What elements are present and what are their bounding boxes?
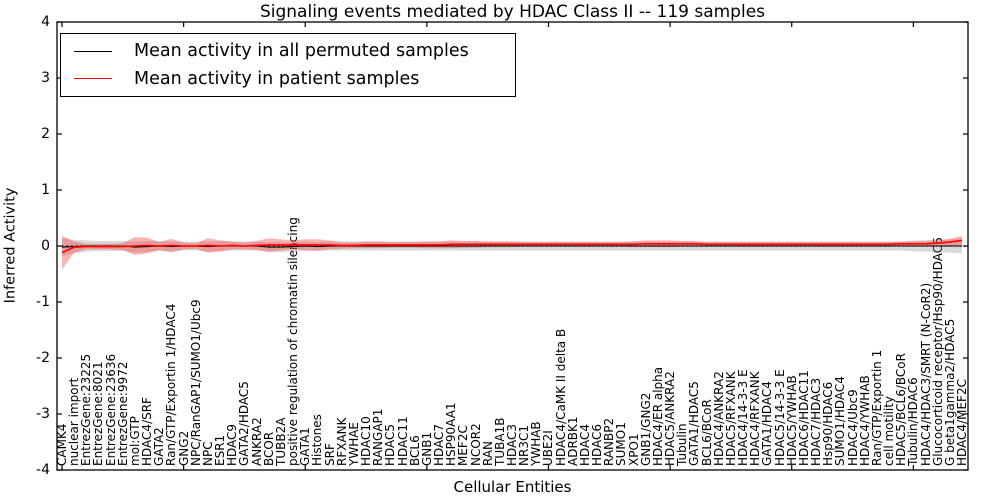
- x-category-label: BCOR: [261, 431, 276, 466]
- y-tick-label: -1: [36, 294, 50, 310]
- x-category-label: HDAC4/YWHAB: [857, 375, 872, 466]
- x-category-label: UBE2I: [541, 430, 556, 466]
- x-category-label: Tubulin/HDAC6: [906, 377, 921, 466]
- y-tick-label: 2: [41, 126, 50, 142]
- x-category-label: Histones: [310, 414, 325, 466]
- x-category-label: SRF: [322, 443, 337, 466]
- x-category-label: HDAC5/14-3-3 E: [772, 369, 787, 466]
- std-band: [62, 235, 962, 270]
- x-category-label: GNB1/GNG2: [638, 392, 653, 466]
- x-category-label: HDAC4/MEF2C: [955, 379, 969, 466]
- x-category-label: EntrezGene:8021: [91, 361, 106, 467]
- y-tick-label: -3: [36, 406, 50, 422]
- x-category-label: RAN: [480, 440, 495, 466]
- x-category-label: SUMO1/HDAC4: [833, 376, 848, 466]
- x-category-label: GATA1/HDAC5: [687, 381, 702, 466]
- std-band: [62, 238, 962, 257]
- x-category-label: GNG2: [176, 430, 191, 466]
- x-category-label: RFXANK: [334, 417, 349, 466]
- mean-line: [61, 245, 962, 248]
- x-category-label: BCL6/BCoR: [699, 399, 714, 466]
- x-category-label: HDAC4/Ubc9: [845, 389, 860, 466]
- legend: Mean activity in all permuted samples Me…: [60, 33, 516, 97]
- x-category-label: XPO1: [626, 433, 641, 466]
- y-tick-label: 0: [41, 238, 50, 254]
- x-category-label: HDAC11: [395, 416, 410, 466]
- x-category-label: BCL6: [407, 435, 422, 466]
- x-category-label: HDAC4/ANKRA2: [711, 371, 726, 466]
- x-category-label: Ran/GTP/Exportin 1/HDAC4: [164, 303, 179, 466]
- y-tick-label: 3: [41, 70, 50, 86]
- x-category-label: EntrezGene:9972: [115, 361, 130, 467]
- x-category-label: SUMO1: [614, 422, 629, 466]
- black-line-swatch-icon: [74, 50, 112, 52]
- x-category-label: NCOR2: [468, 423, 483, 466]
- chart-title: Signaling events mediated by HDAC Class …: [259, 2, 766, 22]
- y-tick-label: -4: [36, 462, 50, 478]
- x-category-label: ANKRA2: [249, 417, 264, 466]
- legend-item-permuted: Mean activity in all permuted samples: [74, 41, 515, 61]
- x-category-label: HDAC5/YWHAB: [784, 375, 799, 466]
- x-axis-label: Cellular Entities: [453, 478, 572, 496]
- red-line-swatch-icon: [74, 78, 112, 80]
- legend-label-patient: Mean activity in patient samples: [134, 68, 420, 89]
- x-category-label: HDAC4/CaMK II delta B: [553, 328, 568, 466]
- x-category-label: ADRBK1: [565, 416, 580, 466]
- x-category-label: MEF2C: [456, 425, 471, 466]
- mean-line: [61, 239, 963, 254]
- y-tick-label: 4: [41, 14, 50, 30]
- legend-label-permuted: Mean activity in all permuted samples: [134, 41, 469, 62]
- x-category-label: GATA2/HDAC5: [237, 381, 252, 466]
- x-category-label: HDAC5: [383, 423, 398, 466]
- x-category-label: HDAC4/HDAC3/SMRT (N-CoR2): [918, 282, 933, 466]
- y-tick-label: 1: [41, 182, 50, 198]
- x-category-label: NPC/RanGAP1/SUMO1/Ubc9: [188, 299, 203, 466]
- x-category-label: EntrezGene:23636: [103, 353, 118, 466]
- x-category-label: GATA1/HDAC4: [760, 381, 775, 466]
- y-tick-label: -2: [36, 350, 50, 366]
- x-category-label: Glucocorticoid receptor/Hsp90/HDAC6: [930, 237, 945, 466]
- legend-item-patient: Mean activity in patient samples: [74, 69, 515, 89]
